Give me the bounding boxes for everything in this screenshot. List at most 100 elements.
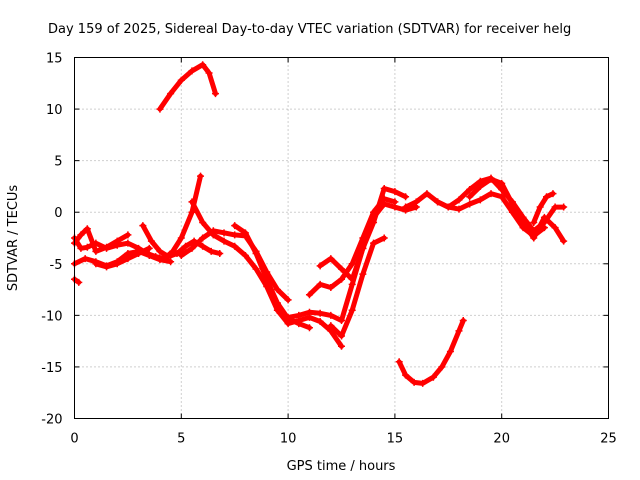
data-point <box>231 242 239 250</box>
data-point <box>273 286 281 294</box>
series-arc-f <box>157 62 218 112</box>
data-point <box>173 249 181 257</box>
data-point <box>316 280 324 288</box>
grid <box>74 57 609 419</box>
data-point <box>211 90 219 98</box>
data-point <box>530 234 538 242</box>
series-arc-r <box>531 191 556 225</box>
data-point <box>402 203 410 211</box>
data-point <box>156 105 164 113</box>
data-point <box>359 244 367 252</box>
data-point <box>429 373 437 381</box>
data-point <box>327 255 335 263</box>
data-point <box>77 231 85 239</box>
data-point <box>466 193 474 201</box>
data-point <box>220 237 228 245</box>
series-layer <box>71 61 568 387</box>
data-point <box>220 229 228 237</box>
data-point <box>83 243 91 251</box>
data-point <box>209 227 217 235</box>
data-point <box>273 306 281 314</box>
x-tick-label: 20 <box>493 432 510 447</box>
data-point <box>338 332 345 340</box>
data-point <box>549 190 557 198</box>
data-point <box>188 244 196 252</box>
data-point <box>241 252 249 260</box>
data-point <box>103 263 111 271</box>
data-point <box>543 193 551 201</box>
x-tick-label: 15 <box>387 432 404 447</box>
y-tick-label: 10 <box>46 103 63 118</box>
data-point <box>197 172 205 180</box>
data-point <box>273 299 281 307</box>
data-point <box>476 182 484 190</box>
data-point <box>77 244 85 252</box>
data-point <box>338 275 345 283</box>
y-tick-label: 0 <box>54 206 62 221</box>
y-tick-label: -10 <box>41 309 62 324</box>
x-axis-label: GPS time / hours <box>287 459 396 474</box>
plot-frame <box>74 57 609 419</box>
data-point <box>305 308 313 316</box>
data-point <box>338 317 345 325</box>
y-tick-label: 15 <box>46 52 63 67</box>
data-point <box>167 258 175 266</box>
axis-ticks: 0 5 10 15 20 25 15 10 5 0 -5 -10 -15 -20 <box>41 52 617 447</box>
data-point <box>476 196 484 204</box>
data-point <box>81 255 89 263</box>
data-point <box>305 291 313 299</box>
data-point <box>103 243 111 251</box>
data-point <box>252 249 260 257</box>
data-point <box>487 175 495 183</box>
data-point <box>167 90 175 98</box>
series-arc-q <box>467 176 567 244</box>
data-point <box>419 379 427 387</box>
data-point <box>124 255 132 263</box>
data-point <box>199 242 207 250</box>
data-point <box>359 270 367 278</box>
data-point <box>551 224 559 232</box>
data-point <box>530 219 538 227</box>
data-point <box>216 249 224 257</box>
data-point <box>124 231 132 239</box>
data-point <box>316 318 324 326</box>
y-tick-label: -15 <box>41 361 62 376</box>
data-point <box>182 242 190 250</box>
data-point <box>252 265 260 273</box>
data-point <box>207 247 215 255</box>
data-point <box>231 231 239 239</box>
data-point <box>135 249 143 257</box>
x-tick-label: 0 <box>70 432 78 447</box>
series-arc-i <box>232 223 312 331</box>
data-point <box>92 247 100 255</box>
data-point <box>560 237 568 245</box>
data-point <box>348 306 356 314</box>
data-point <box>327 322 335 330</box>
data-point <box>83 225 91 233</box>
data-point <box>205 69 213 77</box>
x-tick-label: 25 <box>600 432 617 447</box>
data-point <box>113 237 121 245</box>
data-point <box>444 203 452 211</box>
data-point <box>156 247 164 255</box>
data-point <box>487 190 495 198</box>
data-point <box>395 358 403 366</box>
data-point <box>434 198 442 206</box>
data-point <box>139 222 147 230</box>
data-point <box>295 311 303 319</box>
y-tick-label: -20 <box>41 413 62 428</box>
data-point <box>164 253 172 261</box>
y-axis-label: SDTVAR / TECUs <box>6 185 21 292</box>
data-point <box>370 239 378 247</box>
data-point <box>295 320 303 328</box>
data-point <box>177 76 185 84</box>
data-point <box>177 252 185 260</box>
data-point <box>284 296 292 304</box>
y-tick-label: -5 <box>50 258 63 273</box>
x-tick-label: 5 <box>177 432 185 447</box>
data-point <box>338 342 345 350</box>
series-arc-m <box>328 235 387 339</box>
data-point <box>92 260 100 268</box>
data-point <box>147 237 155 245</box>
